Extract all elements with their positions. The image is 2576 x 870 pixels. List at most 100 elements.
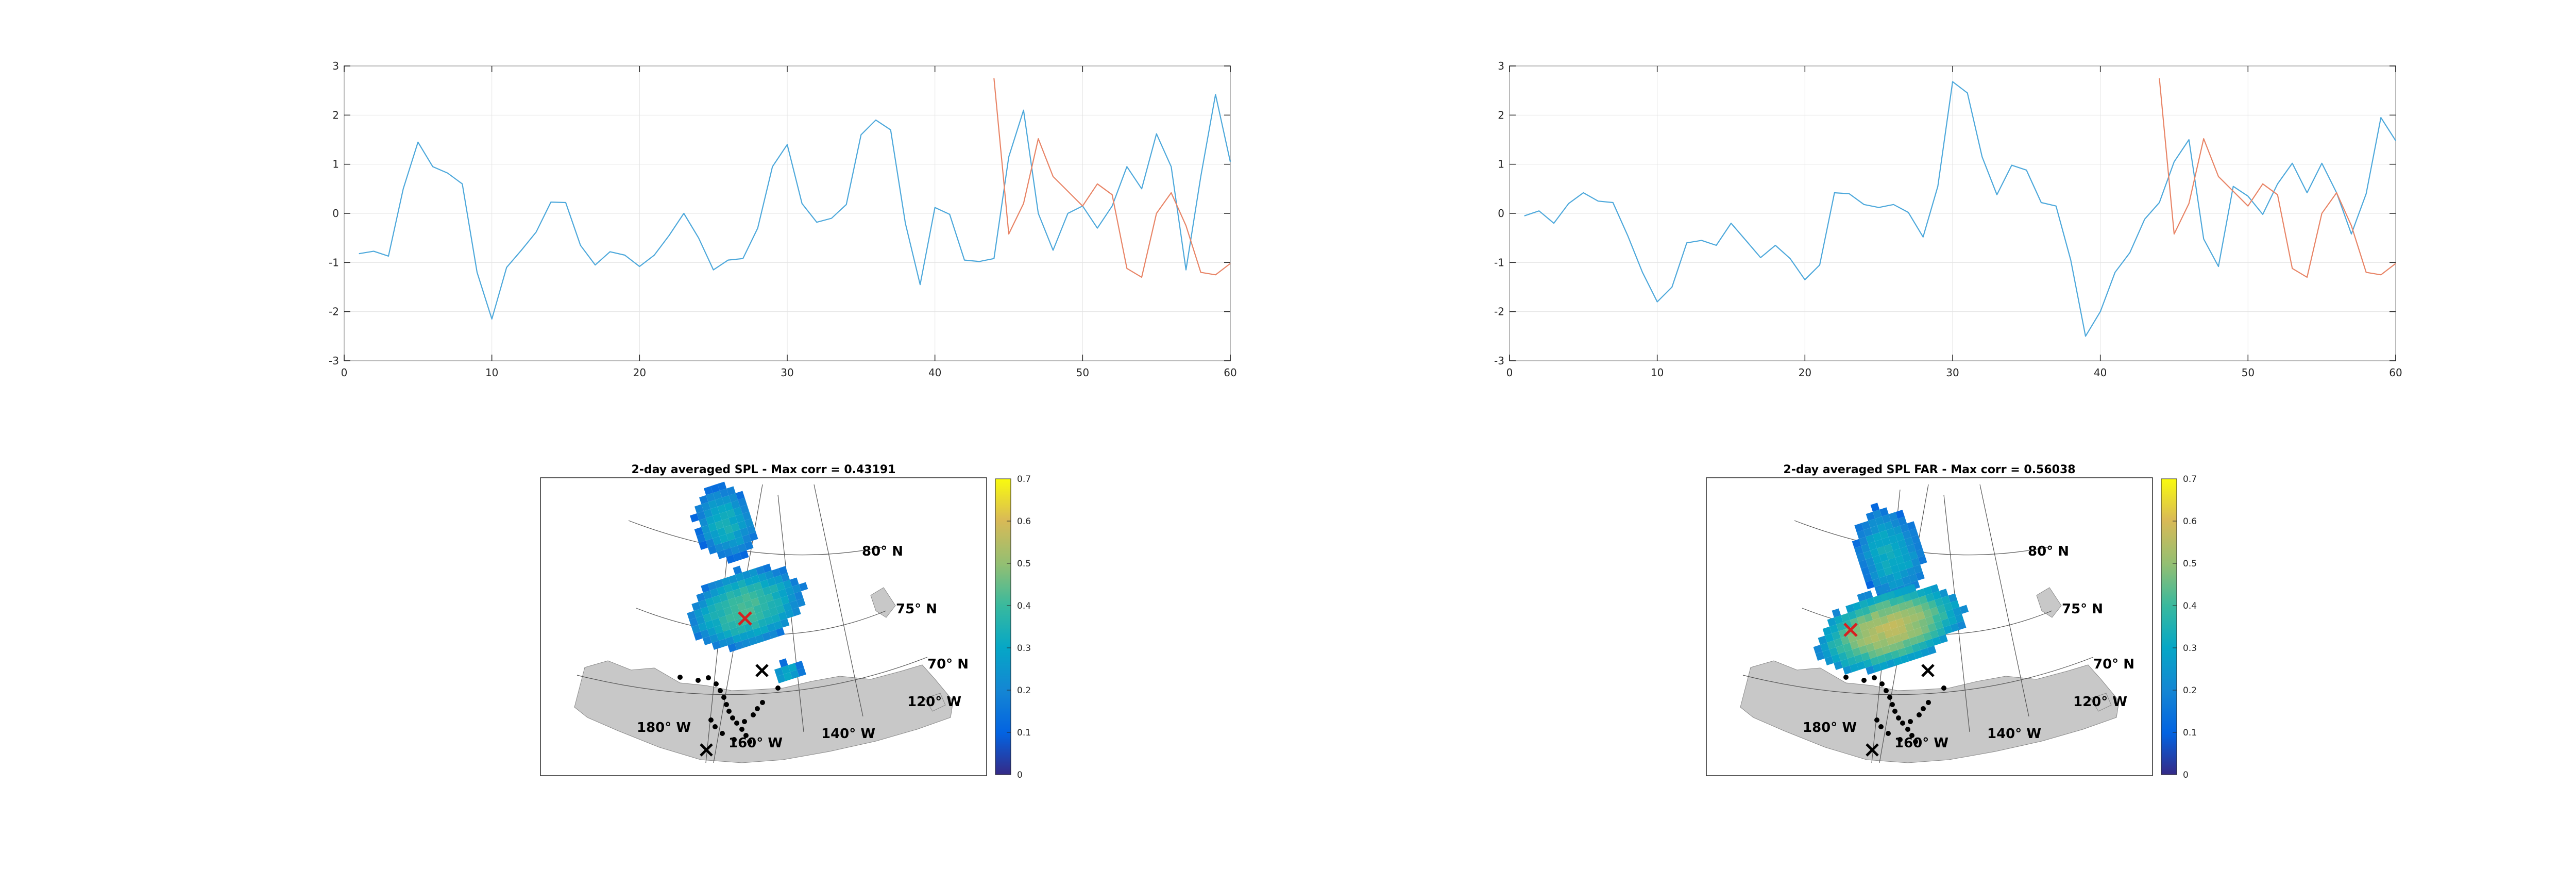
heatmap-cell bbox=[1895, 641, 1905, 650]
heatmap-cell bbox=[1884, 521, 1893, 530]
heatmap-cell bbox=[751, 597, 760, 607]
heatmap-cell bbox=[1843, 643, 1852, 652]
heatmap-cell bbox=[1827, 617, 1837, 627]
heatmap-cell bbox=[762, 609, 772, 618]
geo-labels: 80° N 75° N 70° N 120° W 140° W 160° W 1… bbox=[637, 544, 969, 751]
heatmap-cell bbox=[1955, 614, 1964, 623]
heatmap-cell bbox=[702, 636, 712, 645]
heatmap-cell bbox=[794, 660, 804, 670]
heatmap-cell bbox=[1854, 654, 1863, 663]
heatmap-cell bbox=[1870, 548, 1879, 558]
heatmap-cell bbox=[733, 588, 742, 598]
x-tick-label: 40 bbox=[928, 366, 941, 379]
heatmap-cell bbox=[705, 538, 715, 548]
colorbar-tick-label: 0.2 bbox=[1017, 685, 1031, 696]
heatmap-cell bbox=[1941, 618, 1951, 628]
heatmap-cell bbox=[1868, 541, 1877, 551]
heatmap-cell bbox=[771, 568, 781, 578]
heatmap-cell bbox=[1874, 539, 1884, 548]
heatmap-cell bbox=[1916, 634, 1925, 644]
heatmap-cell bbox=[1913, 564, 1923, 574]
heatmap-cell bbox=[1856, 530, 1866, 539]
heatmap-cell bbox=[1895, 618, 1905, 627]
heatmap-cell bbox=[1860, 566, 1870, 576]
heatmap-cell bbox=[1868, 649, 1877, 659]
heatmap-cell bbox=[1877, 546, 1886, 556]
station-dot bbox=[739, 727, 744, 732]
heatmap-cell bbox=[1891, 650, 1900, 659]
source-markers bbox=[700, 664, 769, 757]
heatmap-cell bbox=[780, 618, 790, 628]
heatmap-cell bbox=[1845, 604, 1855, 613]
heatmap-cell bbox=[733, 565, 742, 575]
heatmap-cell bbox=[1920, 625, 1930, 634]
heatmap-cell bbox=[1893, 634, 1903, 643]
colorbar-tick-label: 0.7 bbox=[2183, 474, 2197, 484]
heatmap-cell bbox=[728, 539, 738, 548]
heatmap-cell bbox=[1913, 604, 1923, 614]
x-tick-label: 0 bbox=[341, 366, 348, 379]
colorbar-tick-label: 0.6 bbox=[2183, 516, 2197, 527]
heatmap-cell bbox=[767, 623, 776, 632]
heatmap-cell bbox=[1913, 650, 1923, 660]
heatmap-cell bbox=[751, 575, 760, 584]
heatmap-cell bbox=[744, 600, 753, 609]
heatmap-cell bbox=[728, 597, 737, 607]
station-dot bbox=[1892, 709, 1897, 714]
colorbar-tick-label: 0 bbox=[1017, 770, 1023, 780]
heatmap-cell bbox=[717, 481, 727, 491]
lat-label-80n: 80° N bbox=[2028, 544, 2069, 559]
heatmap-cell bbox=[707, 627, 717, 637]
heatmap-cell bbox=[1934, 597, 1944, 607]
lon-label-120w: 120° W bbox=[2073, 694, 2127, 710]
heatmap-cell bbox=[713, 513, 722, 523]
heatmap-cell bbox=[1907, 652, 1916, 662]
heatmap-cell bbox=[714, 602, 724, 611]
heatmap-cell bbox=[723, 629, 733, 639]
station-dot bbox=[1897, 737, 1903, 742]
heatmap-cell bbox=[747, 525, 756, 534]
heatmap-cell bbox=[1902, 639, 1911, 648]
station-dot bbox=[696, 678, 701, 683]
heatmap-cell bbox=[741, 593, 751, 603]
heatmap-cell bbox=[709, 633, 719, 643]
heatmap-cell bbox=[710, 483, 720, 493]
heatmap-cell bbox=[715, 497, 724, 507]
heatmap-cell bbox=[716, 609, 726, 618]
series-line-1 bbox=[1524, 81, 2396, 337]
heatmap-cell bbox=[1888, 580, 1897, 590]
y-tick-labels: 3 2 1 0 -1 -2 -3 bbox=[329, 60, 339, 367]
heatmap-cell bbox=[748, 636, 758, 646]
heatmap-cell bbox=[778, 658, 788, 667]
x-tick-labels: 0 10 20 30 40 50 60 bbox=[1506, 366, 2402, 379]
heatmap-cell bbox=[774, 667, 784, 677]
heatmap-cell bbox=[1927, 623, 1937, 632]
heatmap-cell bbox=[1904, 645, 1914, 655]
heatmap-cell bbox=[737, 521, 747, 530]
heatmap-cell bbox=[737, 543, 747, 553]
heatmap-cell bbox=[703, 509, 713, 518]
heatmap-cell bbox=[1918, 641, 1927, 650]
heatmap-cell bbox=[1877, 654, 1887, 664]
heatmap-cell bbox=[1906, 544, 1916, 554]
heatmap-cell bbox=[1907, 629, 1916, 639]
station-dot bbox=[1878, 724, 1884, 729]
heatmap-cell bbox=[1881, 560, 1891, 569]
heatmap-cell bbox=[1902, 553, 1911, 562]
heatmap-cell bbox=[785, 609, 794, 619]
heatmap-cell bbox=[1923, 586, 1933, 596]
heatmap-cell bbox=[1907, 583, 1917, 593]
heatmap-cell bbox=[1863, 636, 1873, 645]
heatmap-cell bbox=[721, 599, 731, 609]
heatmap-cell bbox=[698, 599, 708, 609]
heatmap-cell bbox=[719, 488, 729, 498]
heatmap-cell bbox=[1918, 595, 1928, 605]
heatmap-cell bbox=[1861, 521, 1871, 530]
heatmap-cell bbox=[749, 532, 758, 541]
heatmap-cell bbox=[1872, 509, 1882, 519]
heatmap-cell bbox=[746, 584, 756, 593]
heatmap-cell bbox=[1886, 528, 1895, 537]
y-tick-label: 3 bbox=[332, 60, 339, 72]
heatmap-cell bbox=[1865, 557, 1875, 567]
